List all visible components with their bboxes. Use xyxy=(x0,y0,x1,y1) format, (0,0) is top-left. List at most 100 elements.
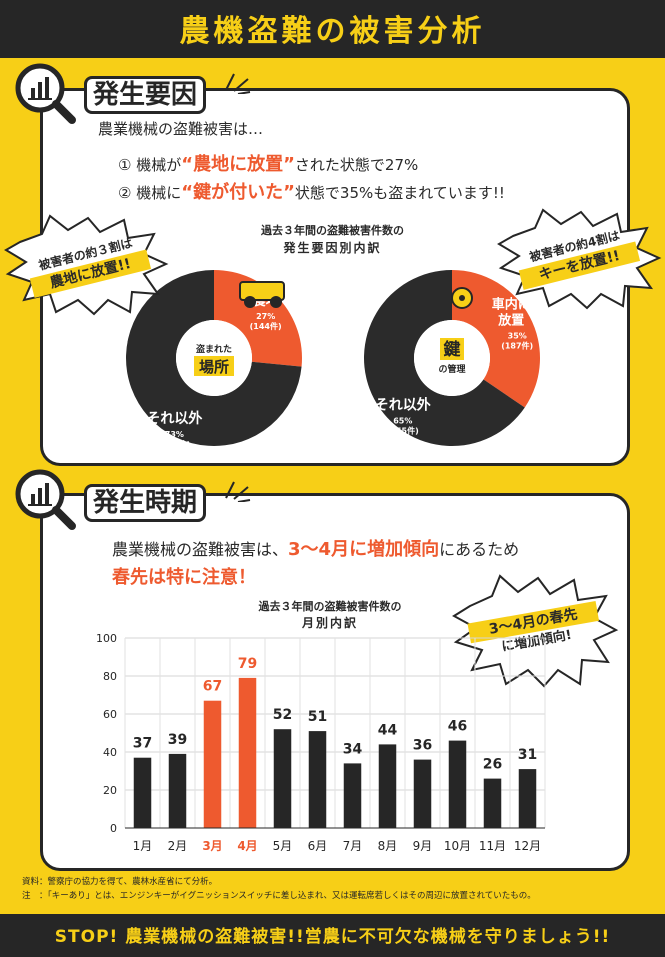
bar-value-label: 44 xyxy=(378,722,398,738)
magnifier-chart-icon xyxy=(15,469,76,530)
tractor-icon xyxy=(239,281,285,301)
pie-slice xyxy=(364,270,525,446)
cause-point-1: ① 機械が“農地に放置”された状態で27% xyxy=(118,150,418,176)
section-label-cause: 発生要因 xyxy=(84,76,207,114)
bar xyxy=(238,677,257,828)
monthly-bar-chart: 0 20 40 60 80 100 37 1月 39 2月 67 3月 79 4月 52 5月 51 6月 34 7月… xyxy=(96,632,546,853)
pie-center-highlight xyxy=(440,338,464,360)
bar xyxy=(308,731,327,828)
burst-lines-icon xyxy=(225,73,251,94)
point-number: ① xyxy=(118,156,132,174)
bar-value-label: 39 xyxy=(168,732,187,748)
bar-value-label: 67 xyxy=(203,679,222,695)
bar xyxy=(203,700,222,828)
pie-label-count: (355件) xyxy=(387,425,419,435)
timing-emphasis: 3〜4月に増加傾向 xyxy=(288,539,440,560)
bar xyxy=(413,759,432,828)
pie-label-percent: 65% xyxy=(393,416,412,425)
x-tick-label: 10月 xyxy=(444,839,471,853)
bar xyxy=(168,753,187,828)
timing-line-2: 春先は特に注意！ xyxy=(112,567,256,588)
pie-label-count: (398件) xyxy=(158,439,190,449)
footer-bar: STOP! 農業機械の盗難被害!!営農に不可欠な機械を守りましょう!! xyxy=(0,914,665,957)
footnote: 注 ：「キーあり」とは、エンジンキーがイグニッションスイッチに差し込まれ、又は運… xyxy=(22,891,536,901)
bar xyxy=(273,729,292,828)
header-bar: 農機盗難の被害分析 xyxy=(0,0,665,58)
pie-slice xyxy=(214,270,303,367)
footer-slogan: STOP! 農業機械の盗難被害!!営農に不可欠な機械を守りましょう!! xyxy=(54,927,611,947)
bar-chart-title-1: 過去３年間の盗難被害件数の xyxy=(258,600,402,613)
source-note: 資料：警察庁の協力を得て、農林水産省にて分析。 xyxy=(22,877,218,887)
pie-center-label-big: 場所 xyxy=(199,358,229,376)
x-tick-label: 7月 xyxy=(343,839,363,853)
pie-label-count: (144件) xyxy=(250,321,282,331)
bar xyxy=(483,778,502,828)
timing-line-1: 農業機械の盗難被害は、3〜4月に増加傾向にあるため xyxy=(112,535,519,561)
pie-slice-label: それ以外 65%(355件) xyxy=(375,396,431,435)
pie-slice xyxy=(125,270,302,447)
bar-value-label: 36 xyxy=(413,738,432,754)
point-text: 状態で35%も盗まれています!! xyxy=(294,184,505,202)
pie-center-label-small: の管理 xyxy=(438,363,465,375)
pie-chart-title-2: 発生要因別内訳 xyxy=(283,241,382,255)
bar-value-label: 34 xyxy=(343,741,363,757)
y-tick-label: 0 xyxy=(110,822,117,835)
timing-text: にあるため xyxy=(439,540,520,559)
pie-center-label-big: 鍵 xyxy=(444,339,461,360)
bar-value-label: 51 xyxy=(308,709,327,725)
magnifier-chart-icon xyxy=(15,63,76,124)
burst-lines-icon xyxy=(225,481,251,502)
pie-label-name: 放置 xyxy=(497,313,524,329)
x-tick-label: 6月 xyxy=(308,839,328,853)
bar xyxy=(378,744,397,828)
cause-point-2: ② 機械に“鍵が付いた”状態で35%も盗まれています!! xyxy=(118,178,505,204)
point-text: 機械に xyxy=(136,184,182,202)
bar-value-label: 79 xyxy=(238,656,257,672)
source-notes: 資料：警察庁の協力を得て、農林水産省にて分析。 注 ：「キーあり」とは、エンジン… xyxy=(22,875,536,903)
y-tick-label: 80 xyxy=(103,670,117,683)
page-title: 農機盗難の被害分析 xyxy=(179,14,486,49)
point-text: 機械が xyxy=(136,156,182,174)
bar xyxy=(133,757,152,828)
bar xyxy=(343,763,362,828)
bar-value-label: 52 xyxy=(273,707,292,723)
bar-value-label: 26 xyxy=(483,757,502,773)
x-tick-label: 8月 xyxy=(378,839,398,853)
point-emphasis: “農地に放置” xyxy=(181,154,295,175)
point-emphasis: “鍵が付いた” xyxy=(181,182,295,203)
x-tick-label: 11月 xyxy=(479,839,506,853)
x-tick-label: 1月 xyxy=(133,839,153,853)
x-tick-label: 5月 xyxy=(273,839,293,853)
bar-chart-title-2: 月別内訳 xyxy=(301,616,358,630)
pie-center-label-small: 盗まれた xyxy=(196,343,232,355)
y-tick-label: 100 xyxy=(96,632,117,645)
pie-chart-title-1: 過去３年間の盗難被害件数の xyxy=(261,224,404,237)
pie-center-highlight xyxy=(194,356,234,376)
y-tick-label: 20 xyxy=(103,784,117,797)
x-tick-label: 9月 xyxy=(413,839,433,853)
timing-text: 農業機械の盗難被害は、 xyxy=(112,540,289,559)
pie-label-name: それ以外 xyxy=(375,396,431,413)
pie-label-count: (187件) xyxy=(501,341,533,351)
pie-slice xyxy=(452,270,540,408)
pie-label-percent: 35% xyxy=(508,332,527,341)
tractor-wheel-icon xyxy=(270,296,282,308)
y-tick-label: 60 xyxy=(103,708,117,721)
pie-label-percent: 27% xyxy=(256,312,275,321)
bar-value-label: 46 xyxy=(448,719,467,735)
point-text: された状態で27% xyxy=(294,156,419,174)
bar-value-label: 31 xyxy=(518,747,537,763)
x-tick-label: 12月 xyxy=(514,839,541,853)
pie-label-name: それ以外 xyxy=(146,410,202,427)
key-hole-icon xyxy=(459,295,465,301)
x-tick-label: 2月 xyxy=(168,839,188,853)
bar-value-label: 37 xyxy=(133,736,152,752)
pie-label-percent: 73% xyxy=(165,430,184,439)
point-number: ② xyxy=(118,184,132,202)
x-tick-label: 3月 xyxy=(202,839,222,853)
section-label-timing: 発生時期 xyxy=(84,484,207,522)
pie-charts: 農地27%(144件)それ以外73%(398件)盗まれた場所車内に放置35%(1… xyxy=(125,270,540,449)
bar xyxy=(518,769,537,828)
tractor-wheel-icon xyxy=(244,296,256,308)
